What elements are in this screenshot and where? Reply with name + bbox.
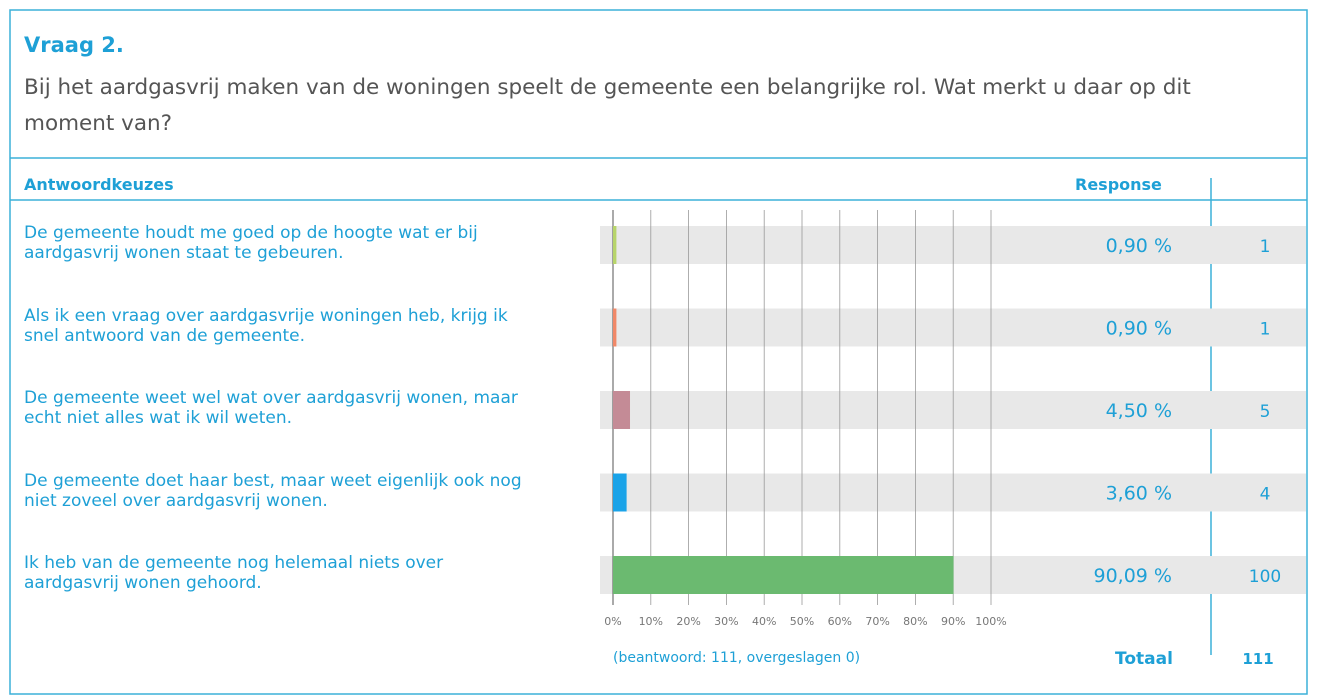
count: 1 [1260,320,1271,340]
bar [613,226,617,264]
category-label: De gemeente doet haar best, maar weet ei… [24,470,522,511]
bar [613,308,617,347]
category-label: Als ik een vraag over aardgasvrije wonin… [24,305,508,346]
x-tick-label: 40% [752,615,776,628]
value-label: 0,90 % [1106,235,1172,257]
note: (beantwoord: 111, overgeslagen 0) [613,650,860,666]
bar [613,473,627,512]
x-tick-label: 20% [676,615,700,628]
x-tick-label: 100% [975,615,1006,628]
x-tick-label: 0% [604,615,621,628]
count: 4 [1260,485,1271,505]
frame [9,9,1308,695]
header: Response [1075,175,1162,194]
category-label: De gemeente weet wel wat over aardgasvri… [24,388,518,428]
x-tick-label: 50% [790,615,814,628]
count: 5 [1260,402,1271,422]
value-label: 0,90 % [1106,318,1172,340]
x-tick-label: 60% [828,615,852,628]
x-tick-label: 10% [639,615,663,628]
total: 111 [1242,650,1273,668]
count: 1 [1260,237,1271,257]
x-tick-label: 90% [941,615,965,628]
bar [613,391,631,429]
total-label: Totaal [1115,649,1173,669]
bar [613,556,954,594]
category-label: Ik heb van de gemeente nog helemaal niet… [24,553,444,593]
question: Bij het aardgasvrij maken van de woninge… [24,75,1191,136]
x-tick-label: 70% [865,615,889,628]
category-label: De gemeente houdt me goed op de hoogte w… [24,223,478,263]
value-label: 3,60 % [1106,483,1172,505]
value-label: 4,50 % [1106,400,1172,422]
value-label: 90,09 % [1094,565,1173,587]
x-tick-label: 80% [903,615,927,628]
count: 100 [1249,567,1281,587]
header: Antwoordkeuzes [24,175,174,194]
title: Vraag 2. [24,33,124,57]
x-tick-label: 30% [714,615,738,628]
